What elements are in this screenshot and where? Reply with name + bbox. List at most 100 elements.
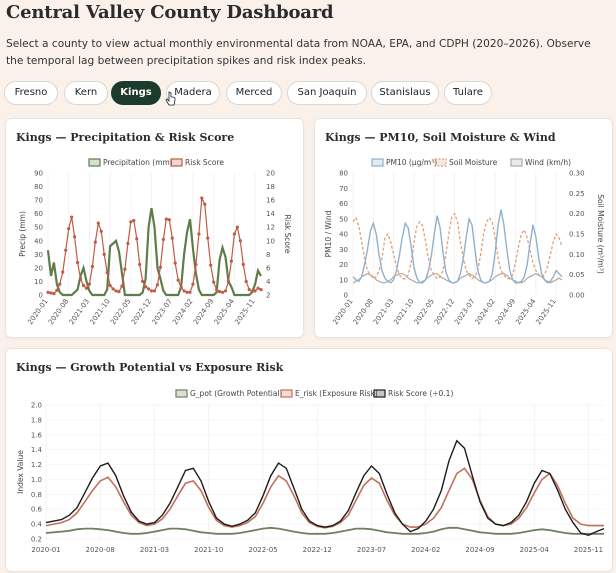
data-point-risk-score <box>138 262 142 267</box>
y-tick-label: 1.6 <box>31 431 43 439</box>
pm10-soil-wind-card: Kings — PM10, Soil Moisture & Wind 2020-… <box>314 118 613 338</box>
data-point-risk-score <box>64 248 68 252</box>
data-point-risk-score <box>253 289 257 293</box>
x-tick-label: 2022-12 <box>303 546 332 554</box>
x-tick-label: 2023-07 <box>357 546 386 554</box>
data-point-risk-score <box>102 252 106 256</box>
y-tick-label: 70 <box>34 197 43 205</box>
data-point-risk-score <box>67 226 71 231</box>
data-point-risk-score <box>188 290 192 294</box>
page-description: Select a county to view actual monthly e… <box>6 38 591 67</box>
y-tick-label: 1.4 <box>31 446 43 454</box>
y-tick-label: 1.0 <box>31 476 42 484</box>
data-point-risk-score <box>250 290 254 294</box>
data-point-risk-score <box>135 237 139 241</box>
tab-stanislaus[interactable]: Stanislaus <box>371 81 439 105</box>
tab-kings[interactable]: Kings <box>111 81 161 105</box>
y-tick-label: 80 <box>339 170 348 178</box>
legend-swatch-e-risk <box>280 389 293 398</box>
tab-tulare[interactable]: Tulare <box>444 81 492 105</box>
legend-label-pm10: PM10 (µg/m³) <box>386 158 437 167</box>
data-point-risk-score <box>117 290 121 294</box>
y2-tick-label: 20 <box>266 170 275 178</box>
data-point-risk-score <box>111 287 115 291</box>
y-tick-label: 2.0 <box>31 402 42 410</box>
y-axis-label: Precip (mm) <box>18 211 27 257</box>
legend-swatch-precipitation <box>88 158 101 167</box>
data-point-risk-score <box>173 261 177 265</box>
y2-axis-label: Soil Moisture (m³/m³) <box>596 194 605 274</box>
legend-label-soil-moisture: Soil Moisture <box>449 158 498 167</box>
y2-tick-label: 0.05 <box>569 271 585 279</box>
y2-tick-label: 0.10 <box>569 251 585 259</box>
x-tick-label: 2021-03 <box>140 546 169 554</box>
precip-risk-card: Kings — Precipitation & Risk Score 2020-… <box>5 118 304 338</box>
series-line-e-risk <box>45 467 604 529</box>
x-tick-label: 2022-05 <box>248 546 277 554</box>
tab-kern[interactable]: Kern <box>64 81 108 105</box>
x-tick-label: 2024-09 <box>465 546 494 554</box>
data-point-risk-score <box>191 282 195 286</box>
data-point-risk-score <box>55 288 59 292</box>
data-point-risk-score <box>93 240 97 244</box>
y2-tick-label: 8 <box>266 251 270 259</box>
data-point-risk-score <box>241 262 245 267</box>
y2-tick-label: 0.00 <box>569 292 585 300</box>
y2-tick-label: 0.20 <box>569 210 585 218</box>
data-point-risk-score <box>247 287 251 292</box>
x-tick-label: 2025-04 <box>520 546 550 554</box>
y-tick-label: 30 <box>339 246 348 254</box>
y2-tick-label: 6 <box>266 264 271 272</box>
y-tick-label: 20 <box>339 261 348 269</box>
y-tick-label: 10 <box>34 278 43 286</box>
data-point-risk-score <box>220 290 225 294</box>
y-tick-label: 30 <box>34 251 43 259</box>
data-point-risk-score <box>46 290 50 294</box>
chart-title: Kings — PM10, Soil Moisture & Wind <box>325 131 556 144</box>
y-tick-label: 40 <box>339 231 348 239</box>
data-point-risk-score <box>197 232 201 236</box>
tab-merced[interactable]: Merced <box>226 81 282 105</box>
data-point-risk-score <box>209 263 213 267</box>
data-point-risk-score <box>200 196 204 200</box>
legend-swatch-wind <box>510 158 523 167</box>
legend-label-risk-score-scaled: Risk Score (÷0.1) <box>388 389 453 398</box>
series-line-pm10 <box>352 209 563 284</box>
data-point-risk-score <box>179 285 183 290</box>
data-point-risk-score <box>149 289 154 293</box>
data-point-risk-score <box>176 278 180 282</box>
y2-tick-label: 2 <box>266 292 270 300</box>
data-point-risk-score <box>226 279 231 284</box>
data-point-risk-score <box>206 236 210 240</box>
y-axis-label: Index Value <box>16 450 25 494</box>
x-tick-label: 2020-01 <box>31 546 60 554</box>
tab-fresno[interactable]: Fresno <box>4 81 58 105</box>
data-point-risk-score <box>132 218 136 223</box>
x-tick-label: 2024-02 <box>411 546 440 554</box>
data-point-risk-score <box>126 241 130 246</box>
y2-tick-label: 18 <box>266 183 275 191</box>
data-point-risk-score <box>87 282 92 286</box>
data-point-risk-score <box>232 232 236 236</box>
y2-tick-label: 12 <box>266 224 275 232</box>
data-point-risk-score <box>146 287 151 291</box>
precip-risk-chart: 2020-012020-082021-032021-102022-052022-… <box>18 158 292 326</box>
y2-tick-label: 10 <box>266 237 275 245</box>
tab-san-joaquin[interactable]: San Joaquin <box>287 81 367 105</box>
y-tick-label: 0.8 <box>31 491 42 499</box>
data-point-risk-score <box>215 287 219 292</box>
legend-swatch-g-pot <box>175 389 188 398</box>
data-point-risk-score <box>114 289 118 293</box>
series-line-soil-moisture <box>352 212 563 280</box>
legend-swatch-risk-score-scaled <box>373 389 386 398</box>
data-point-risk-score <box>182 289 186 293</box>
y-tick-label: 10 <box>339 276 348 284</box>
y-tick-label: 60 <box>34 210 43 218</box>
data-point-risk-score <box>203 202 207 206</box>
data-point-risk-score <box>108 283 112 288</box>
data-point-risk-score <box>61 270 65 274</box>
x-tick-label: 2020-08 <box>86 546 115 554</box>
series-line-g-pot <box>45 526 604 535</box>
y2-tick-label: 0.15 <box>569 231 585 239</box>
data-point-risk-score <box>144 285 148 289</box>
